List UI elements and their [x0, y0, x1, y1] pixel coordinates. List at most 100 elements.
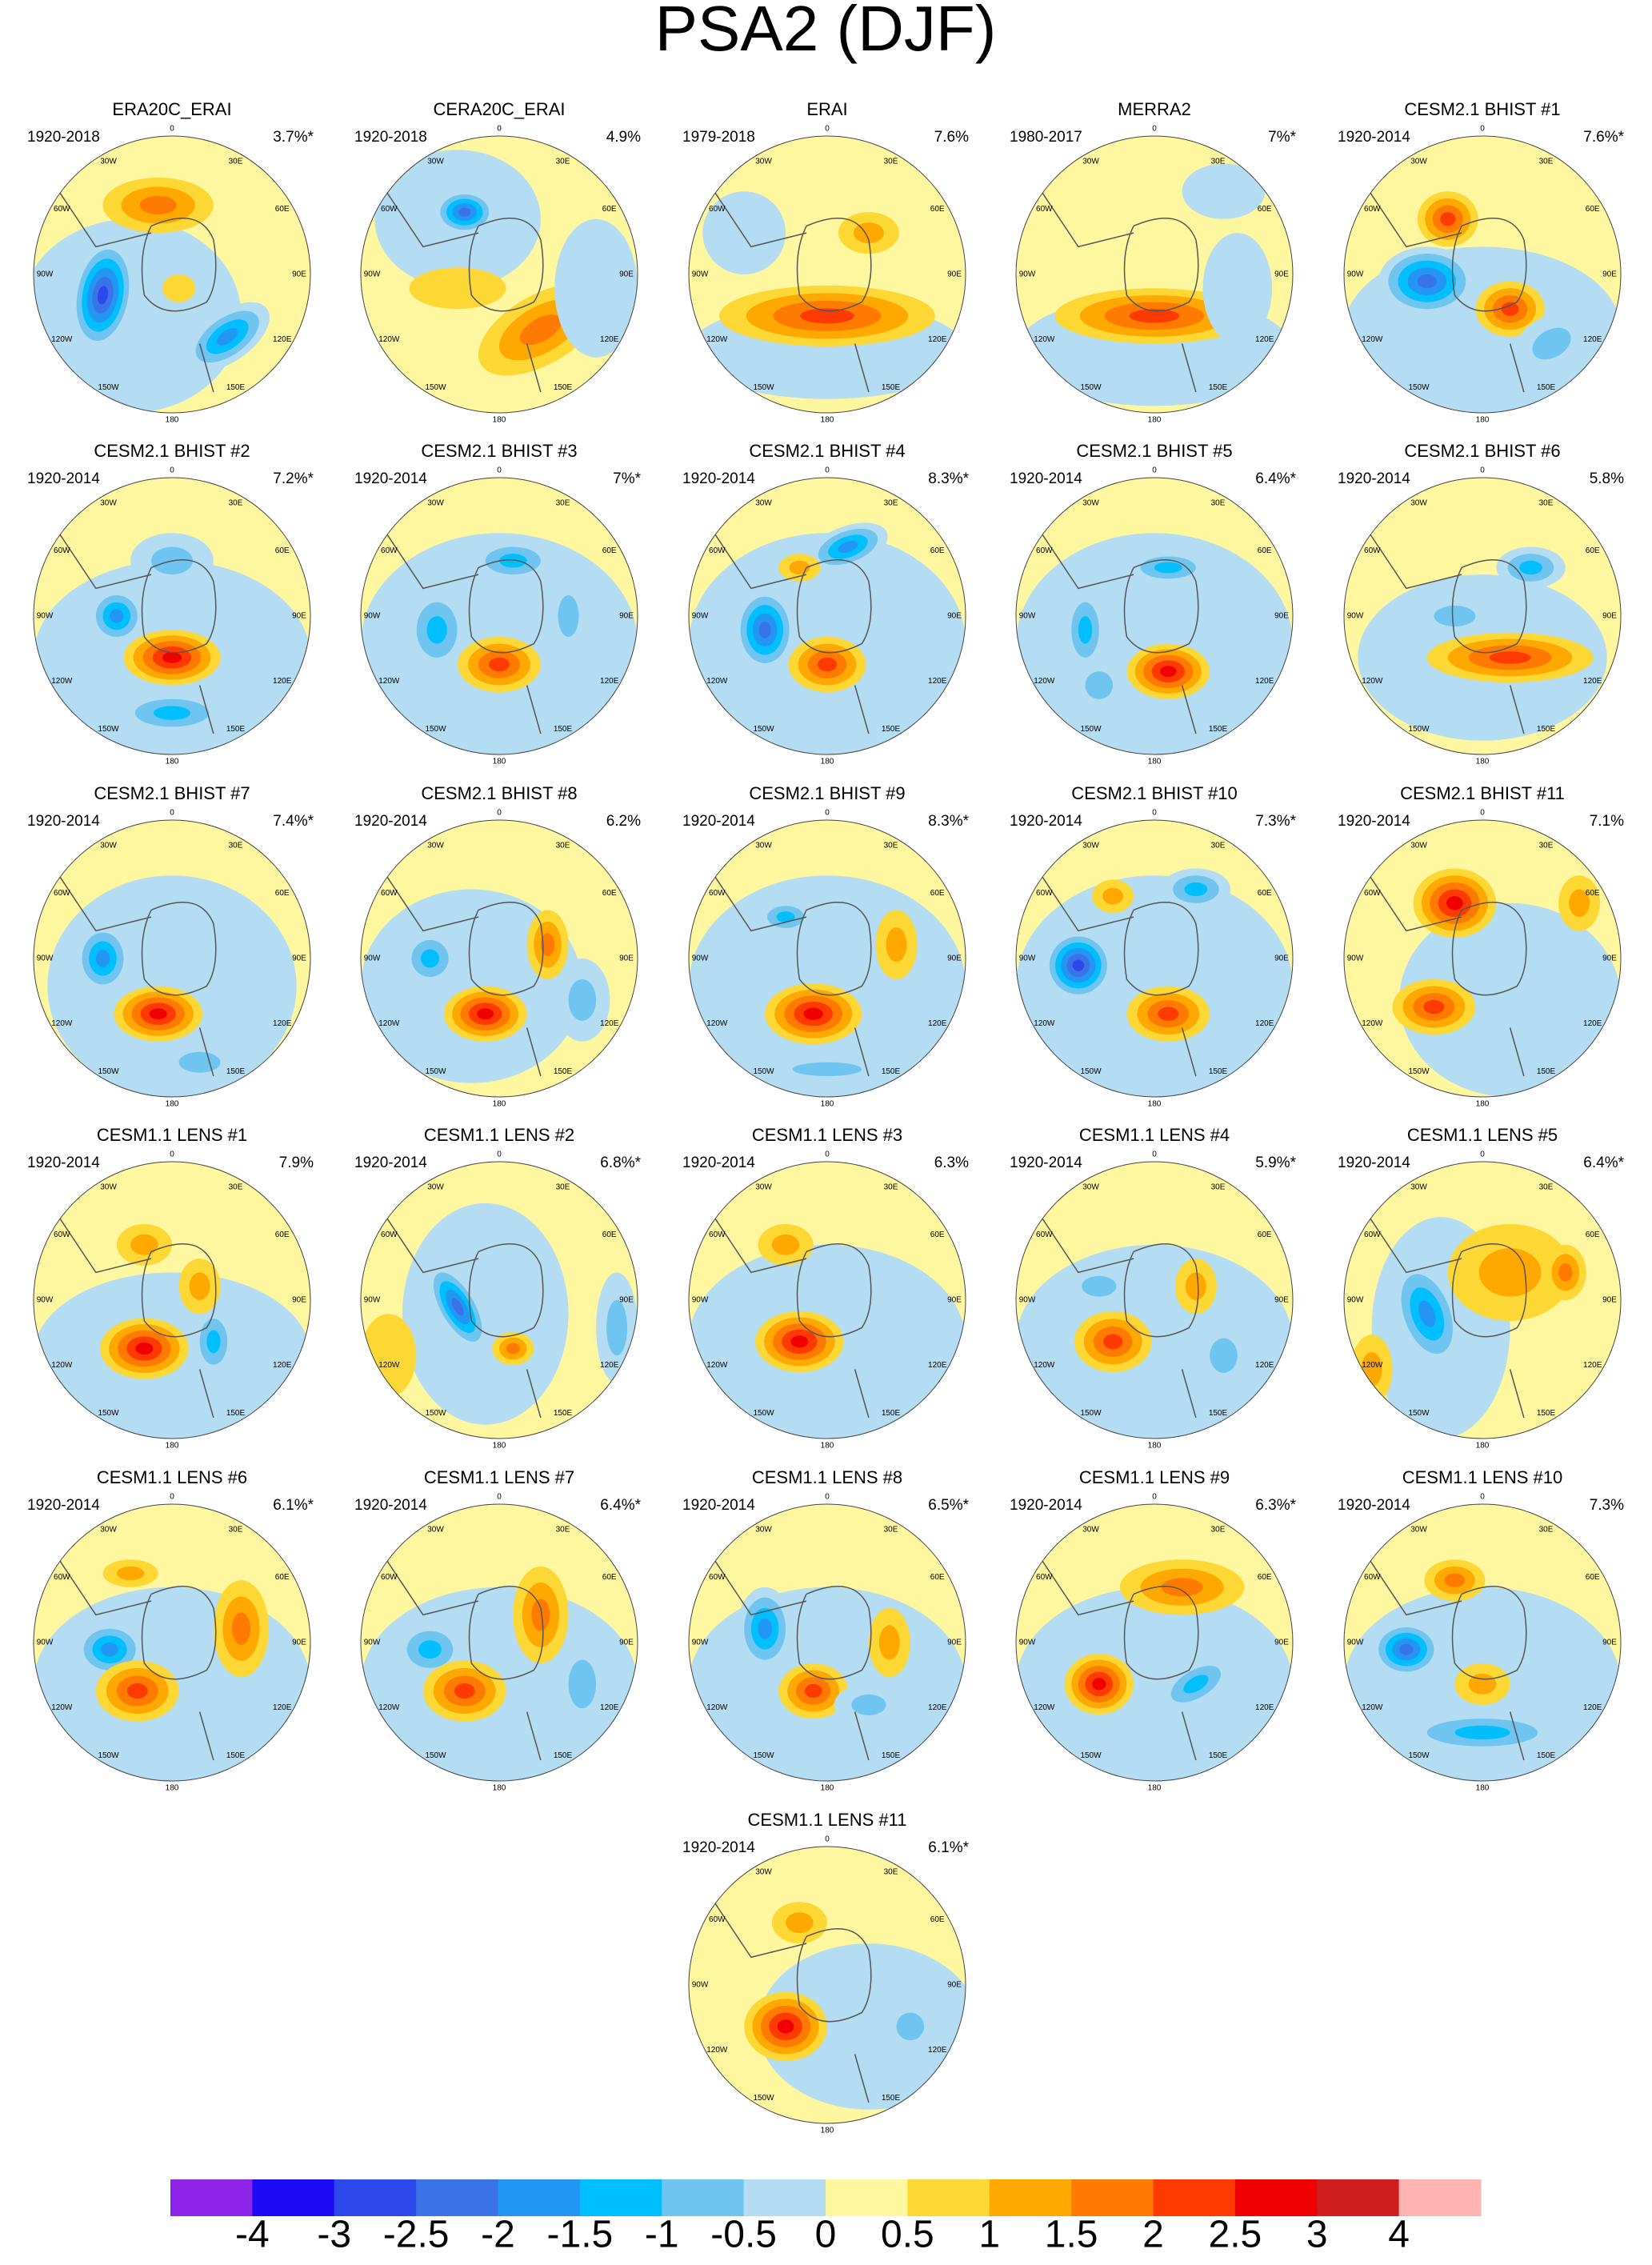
longitude-label: 90W — [1019, 612, 1036, 621]
period: 1920-2014 — [1338, 1497, 1410, 1514]
variance: 6.4%* — [600, 1497, 641, 1514]
colorbar-box — [907, 2179, 990, 2216]
longitude-label: 180 — [1148, 1442, 1162, 1451]
panel-title: CESM1.1 LENS #6 — [97, 1467, 247, 1487]
colorbar-box — [989, 2179, 1072, 2216]
contour — [231, 1612, 251, 1645]
period: 1920-2014 — [1010, 470, 1082, 487]
colorbar-box — [662, 2179, 745, 2216]
contour — [1183, 1675, 1209, 1694]
contour — [178, 1051, 221, 1073]
field — [34, 1504, 310, 1781]
contour — [1446, 896, 1463, 910]
contour — [458, 207, 471, 217]
contour — [854, 1286, 910, 1370]
map-panel: MERRA2 1980-2017 7%* 0 30E 60E 90E 120E 150E 180 1… — [1010, 99, 1297, 425]
contour — [426, 616, 447, 644]
longitude-label: 120E — [1583, 335, 1602, 344]
longitude-label: 150E — [554, 1751, 573, 1760]
longitude-label: 150E — [1209, 1067, 1228, 1076]
field — [689, 478, 966, 754]
field — [34, 1162, 310, 1439]
longitude-label: 0 — [497, 125, 502, 134]
variance: 7.4%* — [273, 813, 314, 830]
longitude-label: 150E — [554, 383, 573, 392]
longitude-label: 0 — [825, 466, 830, 475]
colorbar-box — [743, 2179, 826, 2216]
colorbar-box — [1153, 2179, 1236, 2216]
longitude-label: 120W — [1362, 1019, 1383, 1028]
map-panel: CESM1.1 LENS #6 1920-2014 6.1%* 0 30E 60E 90E 1… — [27, 1467, 314, 1793]
variance: 7%* — [1268, 129, 1296, 146]
contour — [1102, 1334, 1123, 1350]
variance: 5.8% — [1590, 470, 1624, 487]
contour — [1418, 1300, 1436, 1327]
longitude-label: 90W — [1347, 612, 1364, 621]
panel-title: CESM1.1 LENS #9 — [1079, 1467, 1230, 1487]
longitude-label: 90W — [1347, 270, 1364, 279]
longitude-label: 120W — [706, 1703, 728, 1712]
longitude-label: 30W — [755, 1525, 772, 1534]
longitude-label: 60E — [1586, 205, 1600, 214]
period: 1920-2014 — [27, 1155, 100, 1171]
longitude-label: 90W — [692, 954, 709, 963]
longitude-label: 180 — [1476, 758, 1490, 766]
panel-title: CESM1.1 LENS #4 — [1079, 1125, 1230, 1145]
longitude-label: 30E — [1539, 1183, 1554, 1191]
contour — [1399, 902, 1621, 1097]
colorbar-label: 4 — [1388, 2214, 1410, 2256]
longitude-label: 30W — [1082, 1183, 1099, 1191]
variance: 7.6% — [934, 129, 969, 146]
longitude-label: 120E — [1255, 335, 1274, 344]
period: 1920-2014 — [682, 1155, 755, 1171]
contour — [506, 1343, 520, 1355]
longitude-label: 150W — [425, 383, 446, 392]
longitude-label: 60E — [602, 205, 617, 214]
longitude-label: 120W — [1034, 1703, 1055, 1712]
longitude-label: 90W — [1019, 270, 1036, 279]
longitude-label: 150W — [1080, 1751, 1102, 1760]
map-panel: CESM1.1 LENS #7 1920-2014 6.4%* 0 30E 60E 90E 1… — [354, 1467, 642, 1793]
longitude-label: 60W — [709, 546, 726, 555]
longitude-label: 120E — [600, 1019, 619, 1028]
panel-title: CESM2.1 BHIST #1 — [1404, 99, 1560, 119]
longitude-label: 0 — [170, 809, 174, 818]
field — [34, 478, 310, 754]
longitude-label: 120E — [928, 1361, 947, 1370]
colorbar-box — [334, 2179, 417, 2216]
period: 1920-2014 — [682, 1839, 755, 1856]
field — [361, 136, 638, 413]
colorbar-box — [170, 2179, 253, 2216]
contour — [101, 1643, 118, 1657]
longitude-label: 120E — [928, 1019, 947, 1028]
contour — [477, 1008, 494, 1020]
variance: 7.6%* — [1583, 129, 1624, 146]
contour — [558, 595, 579, 637]
longitude-label: 30W — [1082, 498, 1099, 507]
longitude-label: 60E — [930, 1915, 945, 1924]
contour — [886, 927, 907, 962]
colorbar-label: -0.5 — [710, 2214, 777, 2256]
longitude-label: 30E — [884, 157, 898, 166]
map-panel: CESM1.1 LENS #10 1920-2014 7.3% 0 30E 60E 90E 1… — [1338, 1467, 1624, 1793]
longitude-label: 90E — [947, 1639, 962, 1647]
longitude-label: 150W — [753, 1751, 774, 1760]
longitude-label: 30W — [1410, 841, 1427, 850]
longitude-label: 0 — [1152, 809, 1157, 818]
panel-title: CESM1.1 LENS #10 — [1402, 1467, 1563, 1487]
period: 1920-2014 — [682, 470, 755, 487]
panel-title: CESM1.1 LENS #1 — [97, 1125, 247, 1145]
map-panel: CESM2.1 BHIST #7 1920-2014 7.4%* 0 30E 60E 90E… — [27, 783, 314, 1109]
contour — [116, 1566, 145, 1581]
longitude-label: 150E — [882, 1067, 901, 1076]
longitude-label: 150W — [98, 1409, 119, 1418]
longitude-label: 120E — [1255, 1019, 1274, 1028]
longitude-label: 150W — [1080, 1067, 1102, 1076]
contour — [1016, 1587, 1293, 1781]
longitude-label: 120E — [600, 677, 619, 686]
longitude-label: 180 — [1476, 416, 1490, 425]
map-panel: CESM2.1 BHIST #6 1920-2014 5.8% 0 30E 60E 90E 1… — [1338, 441, 1624, 766]
map-border — [360, 819, 638, 1098]
contour — [804, 1683, 822, 1699]
